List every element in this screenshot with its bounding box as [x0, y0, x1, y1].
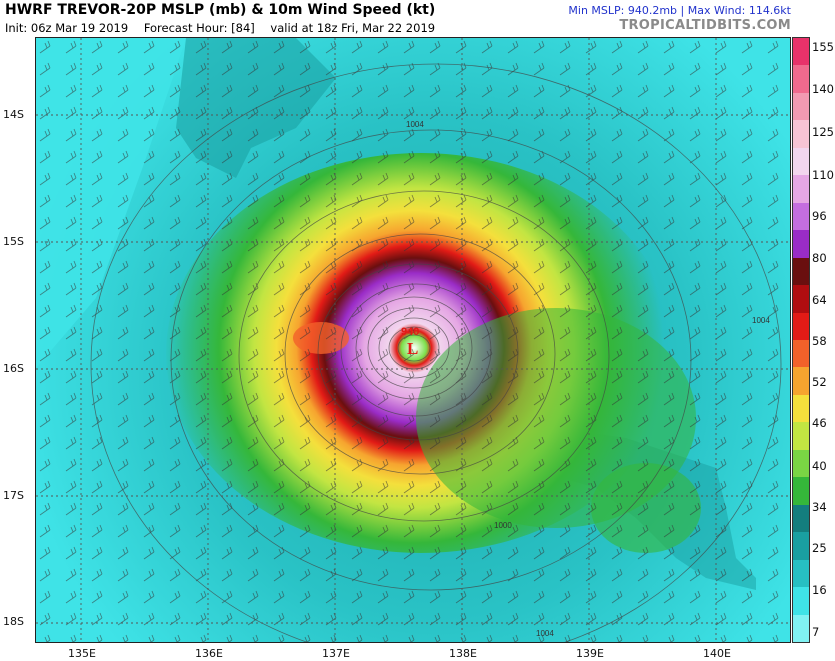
isobar-label: 1000 [494, 521, 512, 530]
colorbar-label: 40 [812, 459, 827, 473]
colorbar-label: 16 [812, 583, 827, 597]
lon-label: 138E [449, 647, 477, 660]
colorbar-swatch [793, 504, 809, 533]
lat-label: 16S [3, 362, 24, 375]
colorbar-swatch [793, 587, 809, 616]
colorbar-label: 155 [812, 40, 834, 54]
colorbar-swatch [793, 340, 809, 368]
colorbar-swatch [793, 477, 809, 506]
colorbar-swatch [793, 257, 809, 286]
lat-label: 18S [3, 615, 24, 628]
colorbar-label: 140 [812, 82, 834, 96]
colorbar-label: 46 [812, 416, 827, 430]
run-info: Init: 06z Mar 19 2019 Forecast Hour: [84… [5, 21, 435, 35]
colorbar-swatch [793, 230, 809, 259]
colorbar-swatch [793, 422, 809, 451]
colorbar-swatch [793, 394, 809, 423]
colorbar-label: 34 [812, 500, 827, 514]
lon-label: 137E [322, 647, 350, 660]
isobar-label: 1004 [536, 629, 554, 638]
map-canvas: 1000 1000 1004 1004 1004 940 L [36, 38, 790, 642]
chart-title: HWRF TREVOR-20P MSLP (mb) & 10m Wind Spe… [5, 2, 436, 18]
colorbar-label: 58 [812, 334, 827, 348]
init-time: Init: 06z Mar 19 2019 [5, 21, 129, 35]
brand-logo[interactable]: TROPICALTIDBITS.COM [619, 18, 791, 33]
colorbar-swatch [793, 147, 809, 176]
colorbar-swatch [793, 65, 809, 94]
lat-label: 14S [3, 108, 24, 121]
isobar-label: 1004 [406, 120, 424, 129]
map-panel: 1000 1000 1004 1004 1004 940 L [35, 37, 791, 643]
graticule [36, 38, 790, 642]
colorbar-swatch [793, 312, 809, 341]
lon-label: 135E [68, 647, 96, 660]
forecast-hour: Forecast Hour: [84] [143, 21, 255, 35]
colorbar-swatch [793, 367, 809, 396]
lon-label: 139E [576, 647, 604, 660]
colorbar-label: 110 [812, 168, 834, 182]
lon-label: 136E [195, 647, 223, 660]
storm-stats: Min MSLP: 940.2mb | Max Wind: 114.6kt [568, 4, 791, 17]
colorbar-swatch [793, 614, 809, 643]
colorbar-swatch [793, 285, 809, 314]
colorbar-label: 25 [812, 541, 827, 555]
lon-label: 140E [703, 647, 731, 660]
isobar-labels: 1000 1000 1004 1004 1004 [406, 120, 770, 638]
colorbar-swatch [793, 92, 809, 121]
colorbar-label: 80 [812, 251, 827, 265]
wind-speed-colorbar [792, 37, 810, 643]
isobar-label: 1004 [752, 316, 770, 325]
colorbar-label: 7 [812, 625, 820, 639]
isobars [90, 63, 782, 642]
low-pressure-marker: L [407, 339, 418, 358]
colorbar-label: 64 [812, 293, 827, 307]
colorbar-swatch [793, 559, 809, 588]
colorbar-label: 96 [812, 209, 827, 223]
colorbar-swatch [793, 532, 809, 561]
min-pressure-label: 940 [401, 326, 419, 338]
colorbar-label: 125 [812, 125, 834, 139]
valid-time: valid at 18z Fri, Mar 22 2019 [270, 21, 436, 35]
lat-label: 17S [3, 489, 24, 502]
colorbar-swatch [793, 449, 809, 478]
colorbar-swatch [793, 38, 809, 66]
colorbar-label: 52 [812, 375, 827, 389]
colorbar-swatch [793, 202, 809, 231]
lat-label: 15S [3, 235, 24, 248]
colorbar-swatch [793, 175, 809, 204]
colorbar-swatch [793, 120, 809, 149]
